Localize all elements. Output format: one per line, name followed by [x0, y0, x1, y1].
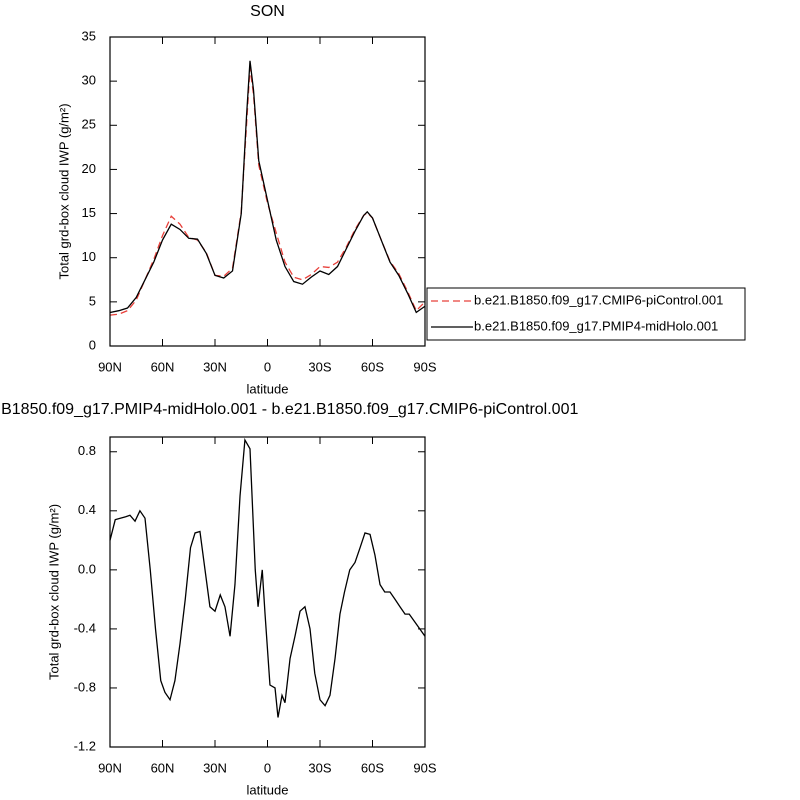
x-tick-label: 60N [151, 760, 175, 775]
x-tick-label: 90N [98, 359, 122, 374]
x-axis-label: latitude [247, 381, 289, 396]
data-line [109, 67, 426, 316]
y-tick-label: 25 [82, 117, 96, 132]
x-tick-label: 60S [361, 359, 384, 374]
data-line [109, 60, 426, 314]
y-tick-label: -1.2 [74, 738, 96, 753]
x-tick-label: 60N [151, 359, 175, 374]
y-tick-label: 35 [82, 28, 96, 43]
data-line [109, 437, 426, 718]
y-tick-label: 5 [89, 293, 96, 308]
y-tick-label: 20 [82, 161, 96, 176]
y-tick-label: 30 [82, 73, 96, 88]
x-tick-label: 90S [413, 760, 436, 775]
legend-label: b.e21.B1850.f09_g17.PMIP4-midHolo.001 [474, 318, 718, 333]
chart-title: SON [250, 3, 285, 20]
legend-label: b.e21.B1850.f09_g17.CMIP6-piControl.001 [474, 292, 723, 307]
plot-frame [109, 436, 426, 748]
chart-title: b.e21.B1850.f09_g17.PMIP4-midHolo.001 - … [0, 401, 578, 418]
plot-frame [109, 36, 426, 347]
x-tick-label: 30N [203, 359, 227, 374]
x-tick-label: 30N [203, 760, 227, 775]
y-tick-label: 15 [82, 205, 96, 220]
y-tick-label: 0.4 [78, 502, 96, 517]
y-tick-label: 0.0 [78, 561, 96, 576]
x-tick-label: 30S [308, 760, 331, 775]
y-tick-label: 10 [82, 249, 96, 264]
x-tick-label: 0 [264, 760, 271, 775]
y-axis-label: Total grd-box cloud IWP (g/m²) [56, 103, 71, 279]
x-tick-label: 0 [264, 359, 271, 374]
y-tick-label: 0 [89, 337, 96, 352]
y-tick-label: 0.8 [78, 443, 96, 458]
legend-box [426, 287, 746, 341]
y-tick-label: -0.4 [74, 620, 96, 635]
x-axis-label: latitude [247, 782, 289, 797]
x-tick-label: 60S [361, 760, 384, 775]
y-axis-label: Total grd-box cloud IWP (g/m²) [46, 504, 61, 680]
x-tick-label: 90N [98, 760, 122, 775]
x-tick-label: 90S [413, 359, 436, 374]
x-tick-label: 30S [308, 359, 331, 374]
y-tick-label: -0.8 [74, 679, 96, 694]
